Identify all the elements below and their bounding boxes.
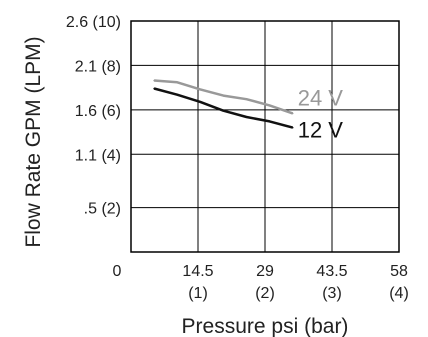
data-point-12v (222, 109, 225, 112)
data-point-24v (153, 79, 155, 82)
y-tick-label: .5 (2) (84, 201, 121, 218)
x-axis-title: Pressure psi (bar) (182, 315, 349, 337)
x-tick-label-bar: (3) (322, 285, 342, 302)
series-label-12v: 12 V (298, 118, 344, 143)
x-tick-label-psi: 0 (113, 263, 122, 280)
x-tick-label-psi: 43.5 (316, 263, 347, 280)
data-point-24v (245, 98, 248, 100)
data-point-12v (245, 116, 248, 118)
data-point-24v (176, 81, 179, 84)
y-tick-label: 2.6 (10) (66, 14, 121, 31)
data-point-24v (268, 104, 271, 107)
x-tick-label-bar: (1) (188, 285, 208, 302)
data-point-12v (291, 126, 294, 129)
y-tick-label: 1.6 (6) (75, 103, 121, 120)
data-point-12v (176, 93, 179, 96)
y-tick-label: 1.1 (4) (75, 147, 121, 164)
data-point-12v (268, 120, 271, 123)
x-tick-label-psi: 14.5 (182, 263, 213, 280)
data-point-12v (153, 87, 155, 90)
data-point-24v (199, 88, 202, 91)
y-tick-labels: .5 (2) 1.1 (4) 1.6 (6) 2.1 (8) 2.6 (10) (66, 14, 121, 218)
data-point-12v (199, 101, 202, 103)
series-label-24v: 24 V (298, 85, 344, 110)
x-tick-label-bar: (2) (255, 285, 275, 302)
y-axis-title: Flow Rate GPM (LPM) (22, 36, 45, 247)
series-layer: 24 V 12 V (153, 79, 344, 143)
y-tick-label: 2.1 (8) (75, 58, 121, 75)
grid-lines (131, 21, 399, 252)
x-tick-labels: 0 14.5 (1) 29 (2) 43.5 (3) 58 (4) (113, 263, 409, 302)
x-tick-label-psi: 29 (256, 263, 274, 280)
x-tick-label-psi: 58 (390, 263, 408, 280)
data-point-24v (291, 112, 294, 115)
x-tick-label-bar: (4) (389, 285, 409, 302)
data-point-24v (222, 94, 225, 97)
